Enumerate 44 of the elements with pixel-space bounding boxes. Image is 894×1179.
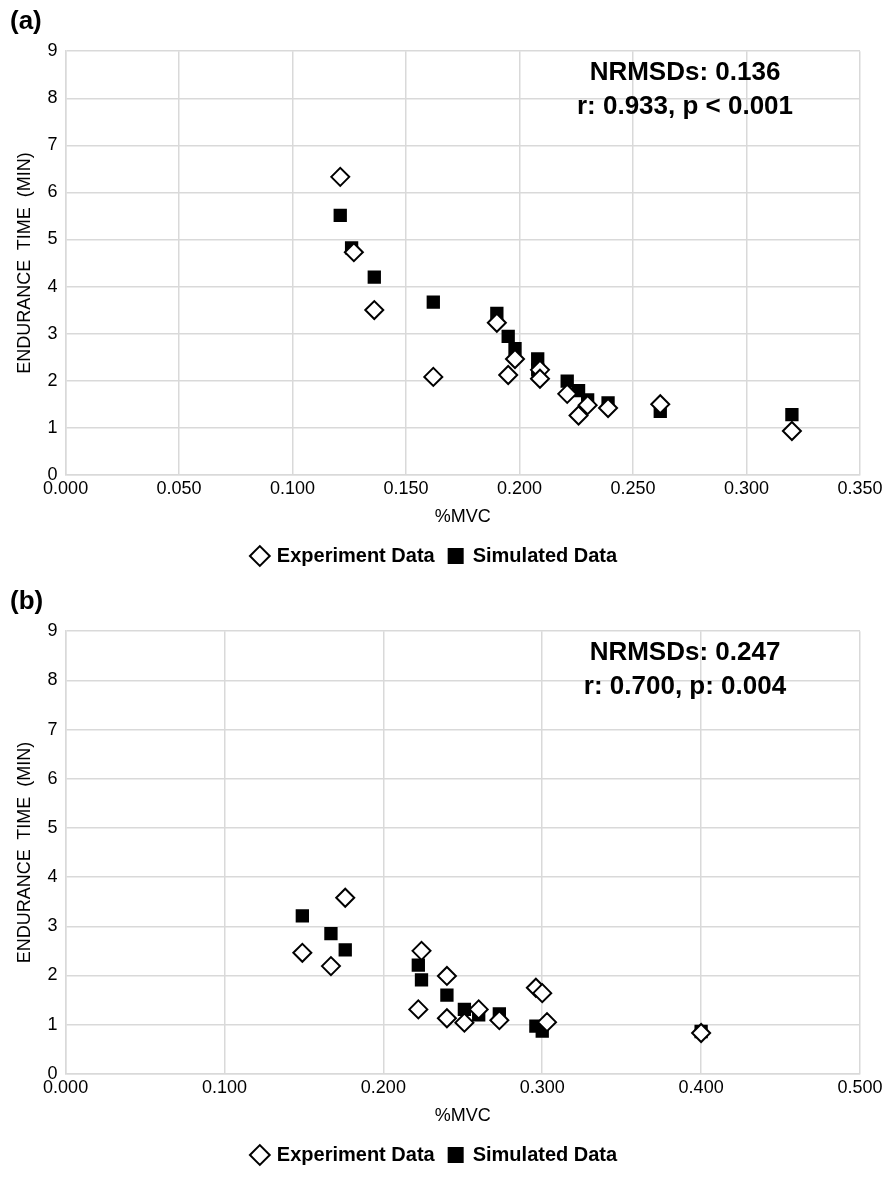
annotation: r: 0.700, p: 0.004 (583, 670, 787, 701)
y-tick-label: 8 (47, 87, 58, 108)
x-tick-label: 0.200 (360, 1076, 406, 1097)
legend-label: Experiment Data (276, 1142, 436, 1165)
x-tick-label: 0.500 (837, 1076, 883, 1097)
x-tick-label: 0.150 (383, 477, 429, 498)
chart-title: (a) (10, 4, 42, 35)
x-axis-title: %MVC (434, 506, 491, 527)
x-tick-label: 0.100 (270, 477, 316, 498)
annotation: NRMSDs: 0.136 (589, 56, 781, 87)
y-tick-label: 9 (47, 40, 58, 61)
y-tick-label: 4 (47, 275, 58, 296)
y-axis-title: ENDURANCE TIME (MIN) (13, 741, 34, 964)
y-tick-label: 8 (47, 669, 58, 690)
y-tick-label: 6 (47, 767, 58, 788)
x-tick-label: 0.400 (678, 1076, 724, 1097)
y-tick-label: 4 (47, 866, 58, 887)
x-tick-label: 0.350 (837, 477, 883, 498)
y-tick-label: 3 (47, 915, 58, 936)
y-tick-label: 7 (47, 134, 58, 155)
y-axis-title: ENDURANCE TIME (MIN) (13, 152, 34, 374)
x-tick-label: 0.200 (497, 477, 543, 498)
y-tick-label: 9 (47, 620, 58, 641)
annotation: r: 0.933, p < 0.001 (576, 90, 794, 121)
y-tick-label: 6 (47, 181, 58, 202)
y-tick-label: 1 (47, 1013, 58, 1034)
x-tick-label: 0.250 (610, 477, 656, 498)
y-tick-label: 3 (47, 322, 58, 343)
y-tick-label: 7 (47, 718, 58, 739)
annotation: NRMSDs: 0.247 (589, 636, 781, 667)
x-axis-title: %MVC (434, 1105, 491, 1126)
legend-label: Simulated Data (472, 543, 619, 566)
y-tick-label: 1 (47, 416, 58, 437)
y-tick-label: 2 (47, 369, 58, 390)
x-tick-label: 0.050 (156, 477, 202, 498)
y-tick-label: 5 (47, 228, 58, 249)
legend-label: Simulated Data (472, 1142, 619, 1165)
x-tick-label: 0.100 (201, 1076, 248, 1097)
x-tick-label: 0.300 (723, 477, 770, 498)
y-tick-label: 5 (47, 816, 58, 837)
legend-label: Experiment Data (276, 543, 436, 566)
x-tick-label: 0.300 (519, 1076, 565, 1097)
y-tick-label: 2 (47, 964, 58, 985)
chart-title: (b) (10, 584, 44, 615)
